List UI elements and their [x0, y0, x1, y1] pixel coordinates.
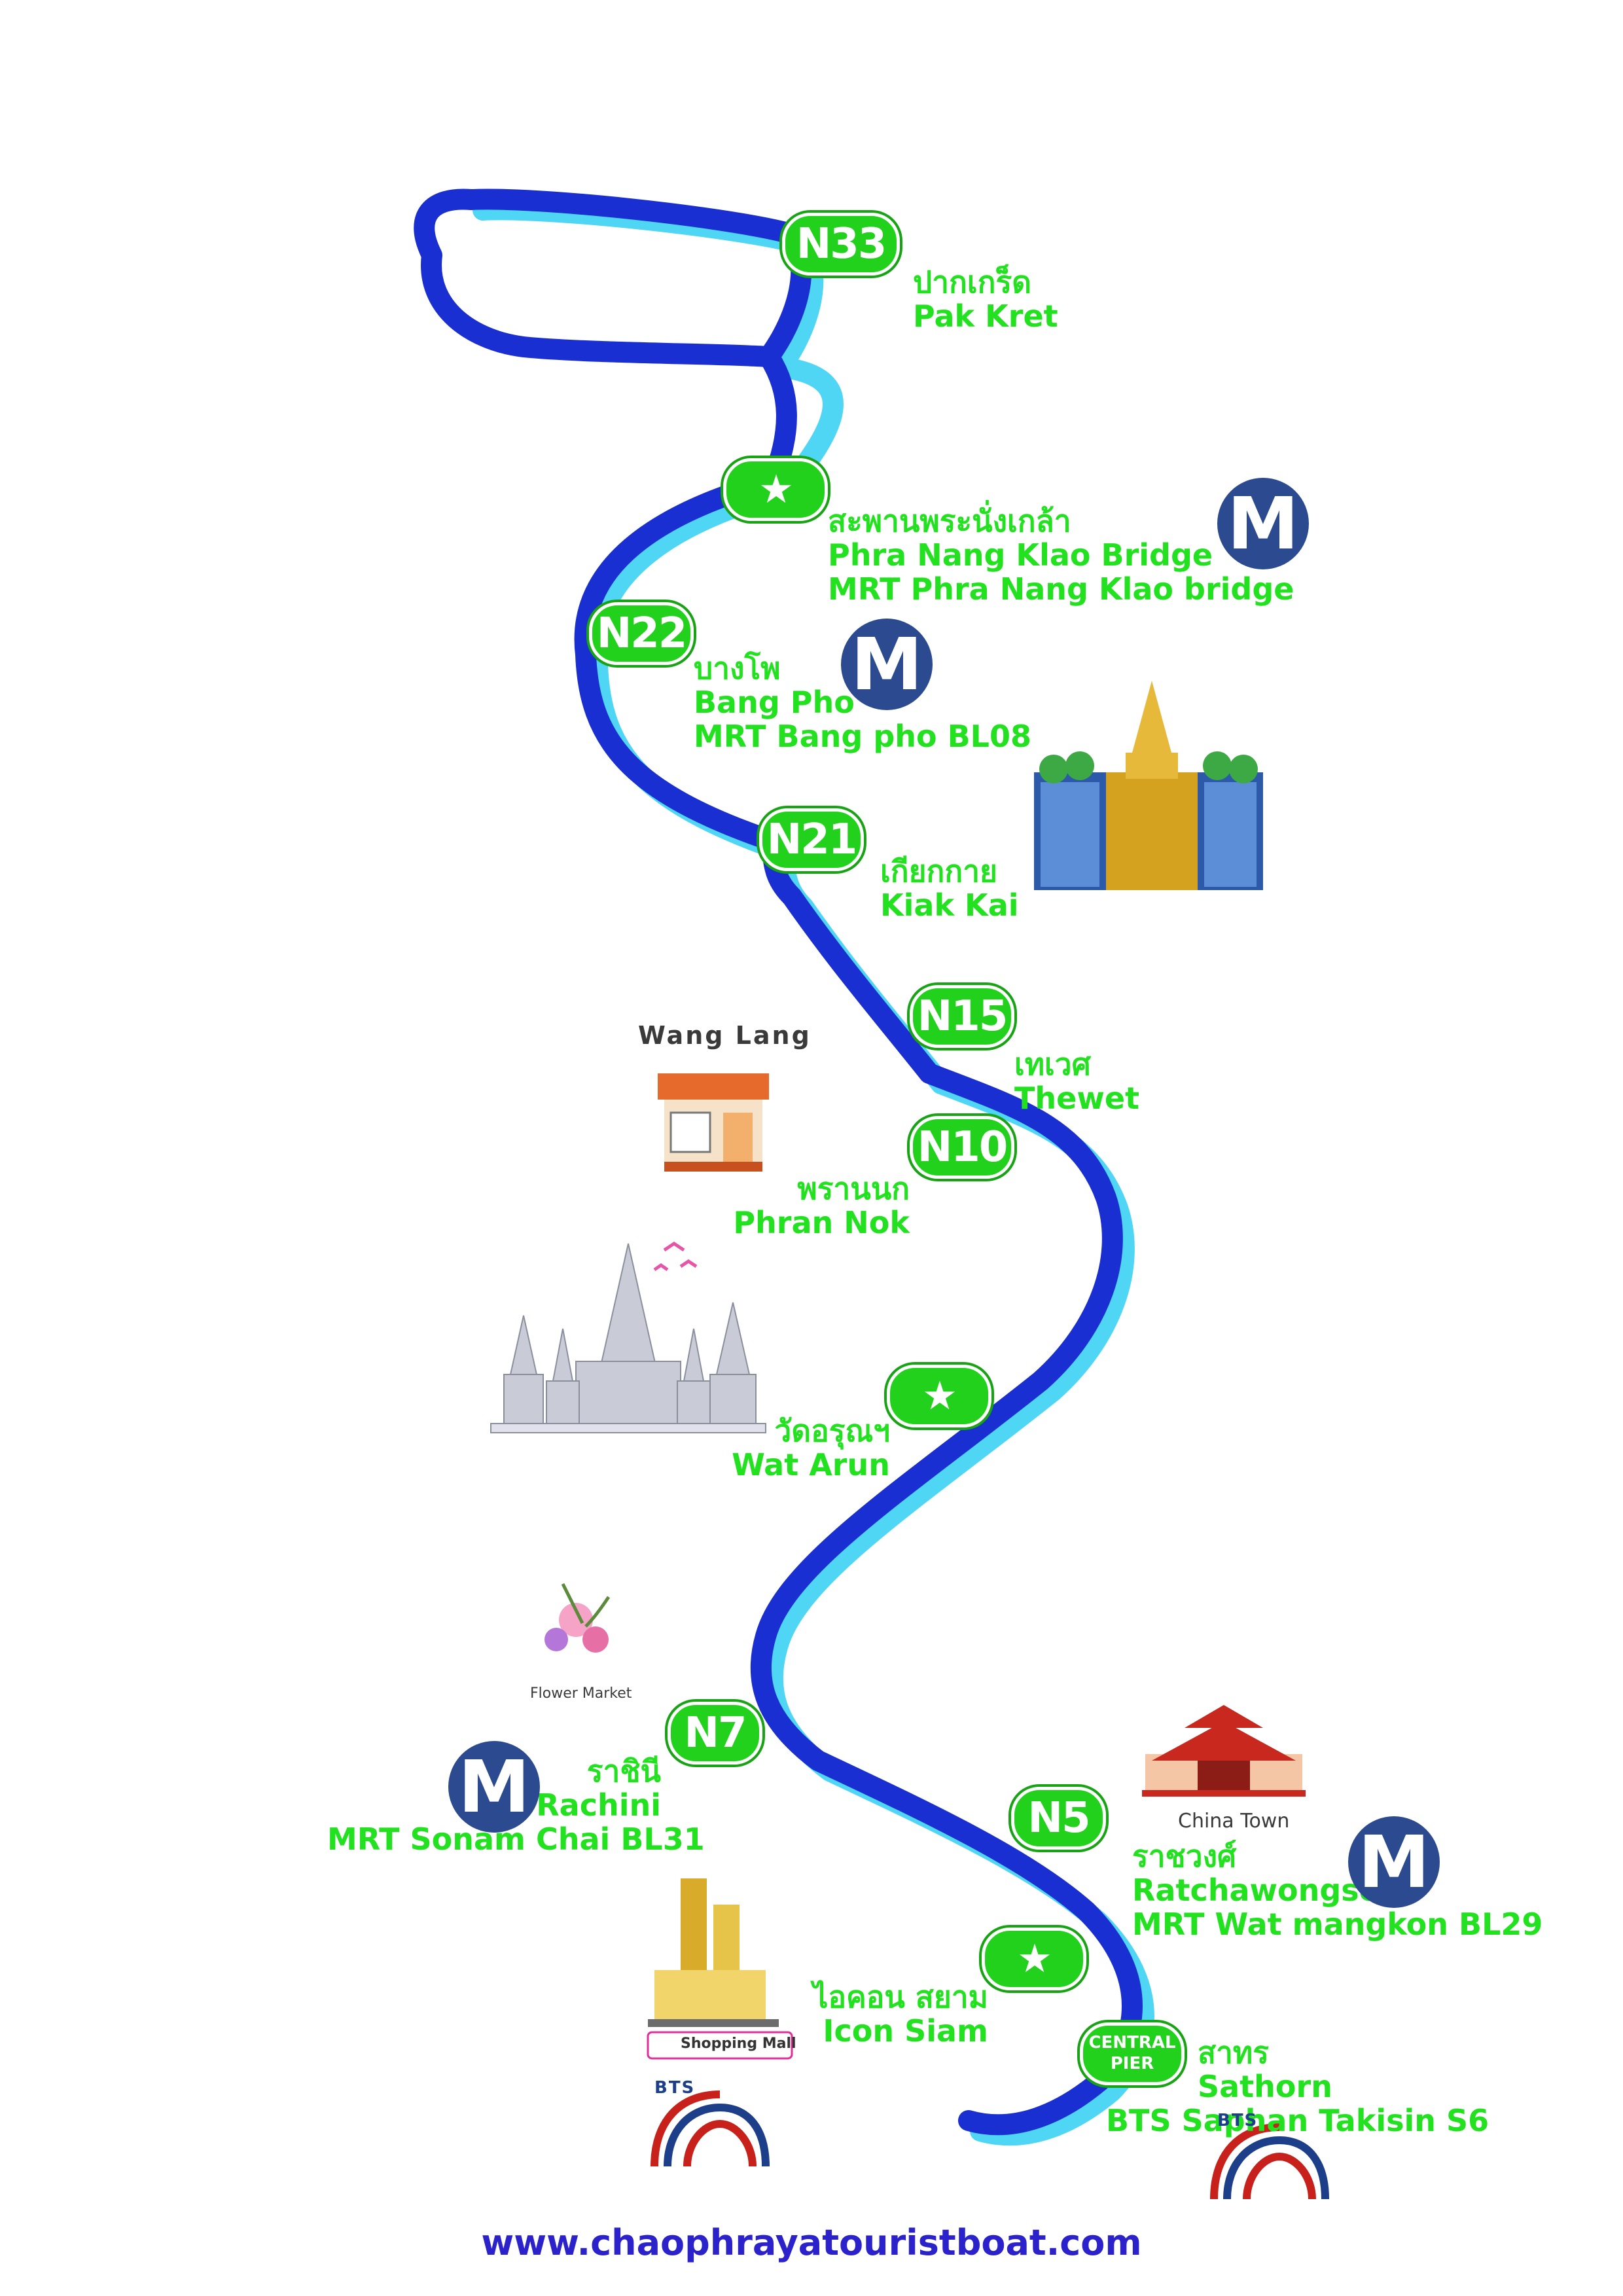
pier-thai: สะพานพระนั่งเกล้า — [828, 503, 1071, 539]
website-link[interactable]: www.chaophrayatouristboat.com — [481, 2222, 1142, 2263]
pier-thai: ไอคอน สยาม — [813, 1979, 988, 2015]
shopping-mall-label: Shopping Mall — [681, 2036, 796, 2052]
pier-badge-n5[interactable]: N5 — [1011, 1787, 1106, 1850]
pier-extra: MRT Bang pho BL08 — [694, 719, 1031, 754]
pier-thai: วัดอรุณฯ — [774, 1413, 890, 1448]
pier-label-n5: ราชวงศ์ Ratchawongse MRT Wat mangkon BL2… — [1132, 1839, 1543, 1941]
pier-extra: BTS Saphan Takisin S6 — [1106, 2103, 1489, 2138]
pier-label-n15: เทเวศ Thewet — [1014, 1047, 1139, 1115]
china-town-label: China Town — [1178, 1810, 1290, 1833]
pier-thai: ราชวงศ์ — [1132, 1839, 1237, 1874]
pier-english: Phra Nang Klao Bridge — [828, 537, 1213, 573]
pier-label-n10: พรานนก Phran Nok — [713, 1172, 910, 1240]
bts-logo-right — [1210, 2123, 1329, 2200]
river-main-channel — [574, 346, 1143, 2136]
mrt-icon-rachini: M — [448, 1741, 540, 1833]
pier-badge-n10[interactable]: N10 — [910, 1116, 1014, 1179]
shopping-mall-tag — [647, 2031, 793, 2060]
pier-label-iconsiam: ไอคอน สยาม Icon Siam — [779, 1980, 988, 2048]
pier-english: Sathorn — [1198, 2069, 1332, 2104]
pier-badge-star-watarun[interactable]: ★ — [887, 1365, 991, 1427]
flower-illustration — [544, 1583, 611, 1653]
pier-badge-star-iconsiam[interactable]: ★ — [982, 1928, 1086, 1990]
pier-label-central: สาทร Sathorn BTS Saphan Takisin S6 — [1106, 2036, 1489, 2138]
pier-label-n22: บางโพ Bang Pho MRT Bang pho BL08 — [694, 651, 1031, 753]
pier-badge-central[interactable]: CENTRAL PIER — [1080, 2022, 1185, 2085]
mrt-icon-bangpho: M — [841, 619, 933, 710]
pagoda-building-illustration — [1034, 681, 1263, 890]
pier-english: Ratchawongse — [1132, 1873, 1380, 1908]
pier-english: Thewet — [1014, 1081, 1140, 1116]
mrt-icon-bridge: M — [1217, 478, 1309, 569]
pier-english: Rachini — [536, 1787, 661, 1823]
pier-badge-n7[interactable]: N7 — [668, 1702, 762, 1765]
birds-icon — [653, 1241, 698, 1272]
pier-english: Icon Siam — [823, 2013, 988, 2049]
icon-siam-illustration — [648, 1878, 779, 2027]
pier-thai: ปากเกร็ด — [913, 264, 1032, 300]
pier-extra: MRT Phra Nang Klao bridge — [828, 571, 1294, 607]
pier-thai: บางโพ — [694, 651, 781, 686]
pier-label-n21: เกียกกาย Kiak Kai — [880, 854, 1019, 922]
china-town-illustration — [1142, 1705, 1306, 1797]
pier-extra: MRT Wat mangkon BL29 — [1132, 1907, 1543, 1942]
bts-logo-left — [651, 2090, 770, 2167]
river-main — [414, 188, 812, 367]
pier-english: Wat Arun — [732, 1447, 890, 1482]
pier-thai: สาทร — [1198, 2035, 1269, 2070]
pier-english: Pak Kret — [913, 298, 1058, 334]
pier-badge-n15[interactable]: N15 — [910, 985, 1014, 1048]
pier-badge-n22[interactable]: N22 — [589, 602, 694, 665]
bts-label-left: BTS — [654, 2078, 696, 2098]
pier-thai: เกียกกาย — [880, 853, 998, 889]
wang-lang-label: Wang Lang — [638, 1021, 812, 1050]
pier-badge-n33[interactable]: N33 — [782, 213, 900, 276]
bts-label-right: BTS — [1217, 2111, 1258, 2130]
pier-thai: ราชินี — [586, 1753, 661, 1789]
pier-label-watarun: วัดอรุณฯ Wat Arun — [687, 1414, 890, 1482]
mrt-icon-ratchawongse: M — [1348, 1816, 1440, 1908]
pier-english: Kiak Kai — [880, 888, 1019, 923]
pier-thai: เทเวศ — [1014, 1047, 1091, 1082]
pier-badge-star-bridge[interactable]: ★ — [723, 458, 828, 521]
pier-badge-n21[interactable]: N21 — [759, 808, 864, 871]
pier-thai: พรานนก — [797, 1171, 910, 1206]
pier-label-bridge: สะพานพระนั่งเกล้า Phra Nang Klao Bridge … — [828, 504, 1294, 606]
pier-label-n33: ปากเกร็ด Pak Kret — [913, 265, 1058, 333]
wat-arun-illustration — [490, 1243, 766, 1433]
pier-english: Bang Pho — [694, 685, 855, 720]
wang-lang-shop-illustration — [658, 1073, 769, 1172]
flower-market-label: Flower Market — [530, 1685, 632, 1702]
pier-english: Phran Nok — [733, 1205, 910, 1240]
